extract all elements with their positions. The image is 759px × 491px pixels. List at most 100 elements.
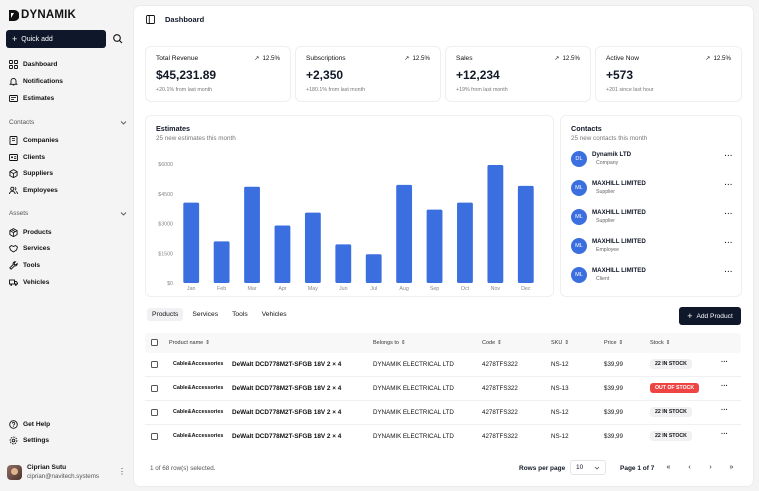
sort-icon: ⇕	[665, 340, 671, 346]
brand-logo[interactable]: DYNAMIK	[9, 9, 76, 21]
contact-item[interactable]: ML MAXHILL LIMITED Client ···	[571, 265, 735, 285]
y-tick-label: $1500	[158, 251, 173, 257]
bar-sep[interactable]	[426, 209, 443, 283]
sidebar-item-label: Services	[23, 244, 51, 252]
sidebar-item-label: Products	[23, 228, 52, 236]
assets-section-toggle[interactable]: Assets	[9, 210, 127, 217]
sidebar-item-dashboard[interactable]: Dashboard	[9, 58, 57, 70]
sidebar-item-vehicles[interactable]: Vehicles	[9, 276, 49, 288]
bar-apr[interactable]	[274, 225, 291, 283]
sidebar-item-employees[interactable]: Employees	[9, 184, 58, 196]
sort-icon: ⇕	[618, 340, 624, 346]
more-horizontal-icon[interactable]: ···	[724, 211, 733, 218]
tab-vehicles[interactable]: Vehicles	[261, 311, 287, 318]
more-horizontal-icon[interactable]: ···	[724, 269, 733, 276]
product-category: Cable&Accessories	[173, 433, 224, 439]
sidebar-item-services[interactable]: Services	[9, 242, 50, 254]
stat-subtext: +180.1% from last month	[306, 87, 366, 93]
belongs-to: DYNAMIK ELECTRICAL LTD	[373, 433, 454, 440]
column-header-label: Code	[482, 340, 496, 346]
stat-trend-value: 12.5%	[562, 55, 580, 62]
sidebar-item-suppliers[interactable]: Suppliers	[9, 167, 53, 179]
bar-nov[interactable]	[487, 164, 504, 283]
more-horizontal-icon[interactable]: ···	[724, 182, 733, 189]
sidebar-item-clients[interactable]: Clients	[9, 151, 45, 163]
column-header-code[interactable]: Code ⇕	[482, 340, 502, 346]
logo-icon	[9, 9, 19, 21]
more-vertical-icon[interactable]: ⋮	[118, 467, 126, 476]
row-checkbox[interactable]	[151, 433, 158, 440]
more-horizontal-icon[interactable]: ···	[721, 431, 728, 438]
column-header-label: Price	[604, 340, 617, 346]
row-checkbox[interactable]	[151, 409, 158, 416]
tab-products[interactable]: Products	[147, 308, 184, 321]
sidebar-item-notifications[interactable]: Notifications	[9, 75, 63, 87]
last-page-button[interactable]: »	[724, 460, 739, 475]
contact-item[interactable]: ML MAXHILL LIMITED Employee ···	[571, 236, 735, 256]
add-product-button[interactable]: + Add Product	[679, 307, 741, 325]
stat-trend: ↗ 12.5%	[554, 55, 580, 62]
column-header-stock[interactable]: Stock ⇕	[650, 340, 670, 346]
product-category: Cable&Accessories	[173, 409, 224, 415]
more-horizontal-icon[interactable]: ···	[721, 407, 728, 414]
bar-feb[interactable]	[213, 241, 230, 283]
sidebar-item-settings[interactable]: Settings	[9, 434, 49, 446]
table-row[interactable]: Cable&Accessories DeWalt DCD778M2T-SFGB …	[145, 353, 741, 377]
more-horizontal-icon[interactable]: ···	[724, 153, 733, 160]
sidebar-item-tools[interactable]: Tools	[9, 259, 40, 271]
more-horizontal-icon[interactable]: ···	[721, 359, 728, 366]
tab-services[interactable]: Services	[192, 311, 219, 318]
column-header-price[interactable]: Price ⇕	[604, 340, 623, 346]
tab-tools[interactable]: Tools	[232, 311, 248, 318]
row-checkbox[interactable]	[151, 361, 158, 368]
bar-oct[interactable]	[457, 202, 473, 283]
table-row[interactable]: Cable&Accessories DeWalt DCD778M2T-SFGB …	[145, 377, 741, 401]
x-tick-label: Aug	[399, 286, 408, 292]
contact-avatar: DL	[571, 151, 587, 167]
bar-jul[interactable]	[365, 254, 382, 283]
estimates-card: Estimates 25 new estimates this month $0…	[146, 116, 553, 296]
contact-item[interactable]: ML MAXHILL LIMITED Supplier ···	[571, 178, 735, 198]
column-header-product-name[interactable]: Product name ⇕	[169, 340, 210, 346]
previous-page-button[interactable]: ‹	[682, 460, 697, 475]
product-sku: NS-12	[551, 409, 569, 416]
select-all-checkbox[interactable]	[151, 339, 158, 346]
sidebar-toggle-icon[interactable]	[146, 15, 155, 24]
user-profile[interactable]: Ciprian Sutu ciprian@navitech.systems ⋮	[7, 462, 129, 482]
sidebar-item-products[interactable]: Products	[9, 226, 52, 238]
stat-value: $45,231.89	[156, 68, 217, 82]
bell-icon	[9, 77, 18, 86]
product-name: DeWalt DCD778M2T-SFGB 18V 2 × 4	[232, 361, 342, 368]
stat-card-subscriptions: Subscriptions ↗ 12.5% +2,350 +180.1% from…	[296, 47, 440, 101]
user-name: Ciprian Sutu	[27, 464, 67, 471]
bar-may[interactable]	[304, 212, 321, 283]
column-header-belongs-to[interactable]: Belongs to ⇕	[373, 340, 406, 346]
table-row[interactable]: Cable&Accessories DeWalt DCD778M2T-SFGB …	[145, 401, 741, 425]
more-horizontal-icon[interactable]: ···	[721, 383, 728, 390]
product-price: $39,99	[604, 433, 623, 440]
contact-item[interactable]: DL Dynamik LTD Company ···	[571, 149, 735, 169]
bar-mar[interactable]	[244, 186, 260, 283]
estimates-bar-chart: $0 $1500 $3000 $4500 $6000 Jan Feb Mar Apr May Jun…	[158, 162, 534, 292]
row-checkbox[interactable]	[151, 385, 158, 392]
more-horizontal-icon[interactable]: ···	[724, 240, 733, 247]
bar-jun[interactable]	[335, 244, 352, 283]
sidebar-item-estimates[interactable]: Estimates	[9, 92, 54, 104]
contacts-section-toggle[interactable]: Contacts	[9, 119, 127, 126]
search-button[interactable]	[112, 33, 124, 45]
table-row[interactable]: Cable&Accessories DeWalt DCD778M2T-SFGB …	[145, 425, 741, 449]
sidebar-item-get-help[interactable]: Get Help	[9, 418, 50, 430]
quick-add-button[interactable]: + Quick add	[6, 30, 106, 48]
rows-per-page-select[interactable]: 10	[570, 460, 606, 475]
first-page-button[interactable]: «	[661, 460, 676, 475]
next-page-button[interactable]: ›	[703, 460, 718, 475]
handshake-icon	[9, 244, 18, 253]
bar-dec[interactable]	[517, 185, 534, 283]
estimates-title: Estimates	[156, 124, 190, 133]
column-header-sku[interactable]: SKU ⇕	[551, 340, 569, 346]
bar-aug[interactable]	[396, 184, 413, 283]
bar-jan[interactable]	[183, 202, 200, 283]
sidebar-item-label: Settings	[23, 436, 50, 444]
contact-item[interactable]: ML MAXHILL LIMITED Supplier ···	[571, 207, 735, 227]
sidebar-item-companies[interactable]: Companies	[9, 134, 59, 146]
